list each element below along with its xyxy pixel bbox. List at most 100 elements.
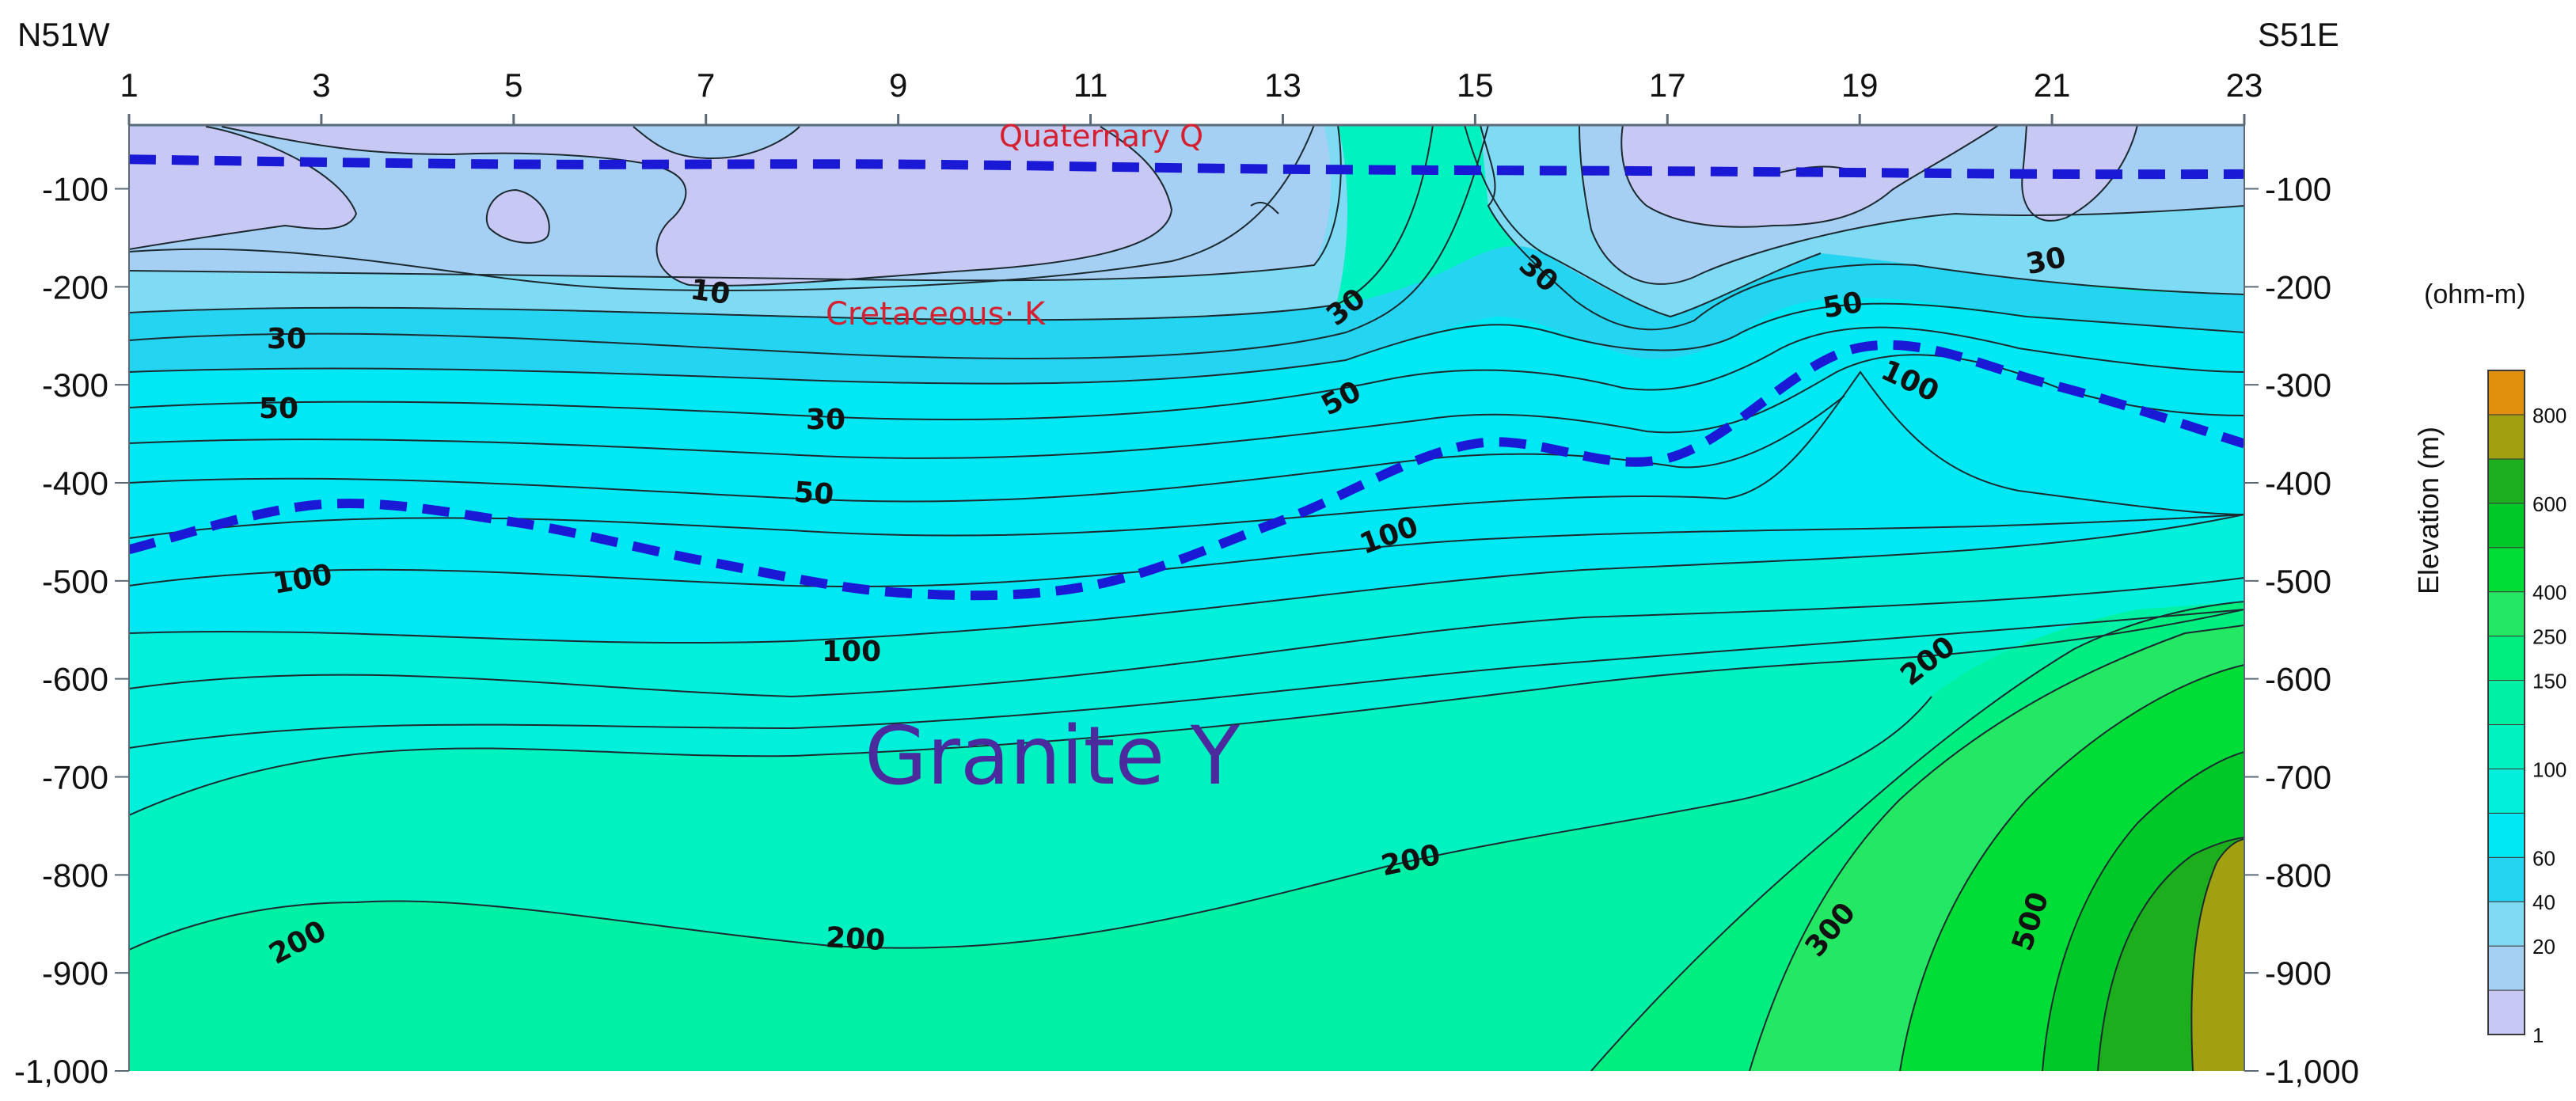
left-elevation-tick-label: -300 [42,366,108,404]
contour-line [2021,125,2138,222]
contour-line [1579,125,2244,285]
contour-line [129,577,2244,698]
contour-line [129,302,2244,385]
right-elevation-tick-label: -300 [2265,366,2331,404]
colorbar-swatch [2487,812,2525,858]
contour-line [129,354,2244,459]
contour-line [1620,125,2000,228]
colorbar-tick-label: 150 [2532,670,2567,693]
contour-line [129,696,1932,951]
station-tick-label: 3 [312,66,330,104]
station-tick-label: 11 [1073,66,1108,104]
fill-lt1-c [486,190,549,243]
right-elevation-tick-label: -200 [2265,268,2331,306]
station-tick-label: 5 [504,66,522,104]
station-tick-label: 13 [1264,66,1301,104]
contour-line [129,514,2244,588]
colorbar-swatch [2487,723,2525,769]
station-tick-label: 17 [1649,66,1686,104]
station-tick-label: 7 [697,66,715,104]
right-elevation-tick-label: -600 [2265,661,2331,698]
contour-label: 10 [689,273,732,311]
colorbar-swatch [2487,591,2525,637]
contour-line [129,514,2244,644]
colorbar-tick-label: 20 [2532,935,2555,959]
contour-line [129,126,358,250]
colorbar-tick-label: 250 [2532,625,2567,649]
quaternary-label: Quaternary Q [999,119,1203,154]
right-elevation-tick-label: -800 [2265,856,2331,894]
contour-line [129,125,1315,291]
colorbar-swatch [2487,768,2525,814]
colorbar-tick-label: 60 [2532,846,2555,870]
contour-label: 30 [267,323,306,355]
colorbar-tick-label: 1 [2532,1023,2544,1047]
contour-line [221,126,687,218]
contour-label: 50 [259,393,298,425]
colorbar-tick-label: 400 [2532,581,2567,605]
colorbar-frame [2487,370,2525,1035]
contour-line [2190,838,2244,1071]
plot-area [129,125,2244,1071]
colorbar-swatch [2487,856,2525,902]
contour-lines [129,125,2244,1071]
left-elevation-tick-label: -500 [42,563,108,600]
fill-100-150 [129,514,2244,815]
left-elevation-tick-label: -700 [42,758,108,795]
right-elevation-tick-label: -400 [2265,465,2331,502]
contour-line [2097,837,2244,1071]
colorbar: (ohm-m) Elevation (m) 1 20 40 60 100 150 250 40… [2412,279,2567,1047]
left-elevation-tick-label: -100 [42,170,108,207]
cretaceous-label: Cretaceous· K [826,296,1047,332]
contour-label: 50 [1821,286,1865,325]
contour-line [1480,125,2244,331]
contour-line [655,126,1173,287]
fill-40-60 [129,245,2244,384]
contour-label: 50 [793,476,835,511]
fill-lt1-b [222,127,1172,286]
contour-label: 30 [806,404,845,436]
contour-line [1250,201,1279,215]
left-elevation-tick-label: -600 [42,661,108,698]
fill-2500-plus [2191,839,2244,1071]
station-tick-label: 23 [2226,66,2263,104]
left-elevation-tick-label: -800 [42,856,108,894]
quaternary-base-boundary [129,154,2244,180]
right-elevation-tick-label: -500 [2265,563,2331,600]
contour-line [129,609,2244,749]
contour-line [1899,664,2244,1071]
contour-line [485,188,550,244]
colorbar-tick-label: 40 [2532,890,2555,914]
colorbar-swatch [2487,370,2525,416]
contour-line [129,125,1489,359]
station-tick-label: 21 [2034,66,2071,104]
contour-line [129,395,1845,503]
contour-line [1749,625,2244,1071]
colorbar-swatch [2487,989,2525,1035]
colorbar-swatch [2487,636,2525,681]
left-elevation-tick-label: -1,000 [14,1053,108,1090]
colorbar-swatch [2487,547,2525,593]
axes: 1 3 5 7 9 11 13 15 17 19 21 23-100 -100-200 -200-300-… [14,66,2359,1090]
contour-line [129,125,1342,282]
colorbar-swatch [2487,503,2525,549]
contour-line [129,609,2244,816]
colorbar-tick-label: 100 [2532,757,2567,781]
left-elevation-tick-label: -900 [42,955,108,992]
right-elevation-tick-label: -900 [2265,955,2331,992]
resistivity-fill-regions [129,125,2244,1071]
colorbar-ticks: 1 20 40 60 100 150 250 400 600 800 [2532,404,2567,1047]
fill-lt1-e [2022,125,2137,221]
colorbar-swatch [2487,945,2525,991]
left-direction-label: N51W [17,16,110,53]
colorbar-swatch [2487,901,2525,947]
colorbar-swatches [2487,370,2525,1035]
left-elevation-tick-label: -400 [42,465,108,502]
right-elevation-tick-label: -100 [2265,170,2331,207]
fill-60-100 [129,298,2244,644]
colorbar-swatch [2487,680,2525,725]
station-tick-label: 9 [889,66,907,104]
granite-label: Granite Y [864,709,1241,803]
contour-line [129,326,2244,420]
colorbar-unit-label: (ohm-m) [2424,279,2525,309]
